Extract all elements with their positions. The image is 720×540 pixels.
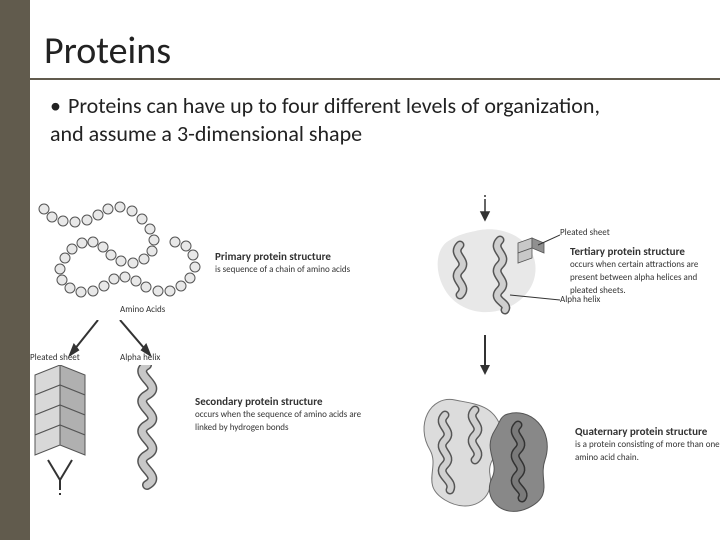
- primary-caption: Primary protein structure is sequence of…: [215, 250, 380, 276]
- tertiary-desc: occurs when certain attractions are pres…: [570, 259, 698, 296]
- pleated-sheet-label: Pleated sheet: [30, 353, 80, 364]
- tertiary-title: Tertiary protein structure: [570, 245, 685, 258]
- primary-desc: is sequence of a chain of amino acids: [215, 264, 350, 275]
- tertiary-caption: Tertiary protein structure occurs when c…: [570, 245, 720, 297]
- alpha-helix-figure: [120, 365, 175, 505]
- pleated-sheet-figure: [30, 365, 100, 505]
- alpha-helix-label: Alpha helix: [120, 353, 160, 364]
- bullet-text: •Proteins can have up to four different …: [50, 92, 630, 147]
- amino-acids-label: Amino Acids: [120, 305, 165, 316]
- title-underline: [30, 78, 720, 80]
- slide-title: Proteins: [44, 28, 171, 74]
- tertiary-pleated-label: Pleated sheet: [560, 228, 610, 239]
- sidebar-accent: [0, 0, 30, 540]
- quaternary-desc: is a protein consisting of more than one…: [575, 439, 720, 463]
- tertiary-figure: [410, 195, 560, 345]
- tertiary-alpha-label: Alpha helix: [560, 295, 600, 306]
- secondary-desc: occurs when the sequence of amino acids …: [195, 409, 361, 433]
- diagram-area: Amino Acids Primary protein structure is…: [30, 195, 720, 540]
- primary-chain-figure: [30, 195, 205, 325]
- primary-title: Primary protein structure: [215, 250, 331, 263]
- secondary-title: Secondary protein structure: [195, 395, 323, 408]
- quaternary-figure: [400, 380, 570, 530]
- quaternary-caption: Quaternary protein structure is a protei…: [575, 425, 720, 464]
- secondary-caption: Secondary protein structure occurs when …: [195, 395, 385, 434]
- quaternary-title: Quaternary protein structure: [575, 425, 707, 438]
- tertiary-to-quaternary-arrow: [470, 335, 500, 380]
- bullet-content: Proteins can have up to four different l…: [50, 92, 600, 147]
